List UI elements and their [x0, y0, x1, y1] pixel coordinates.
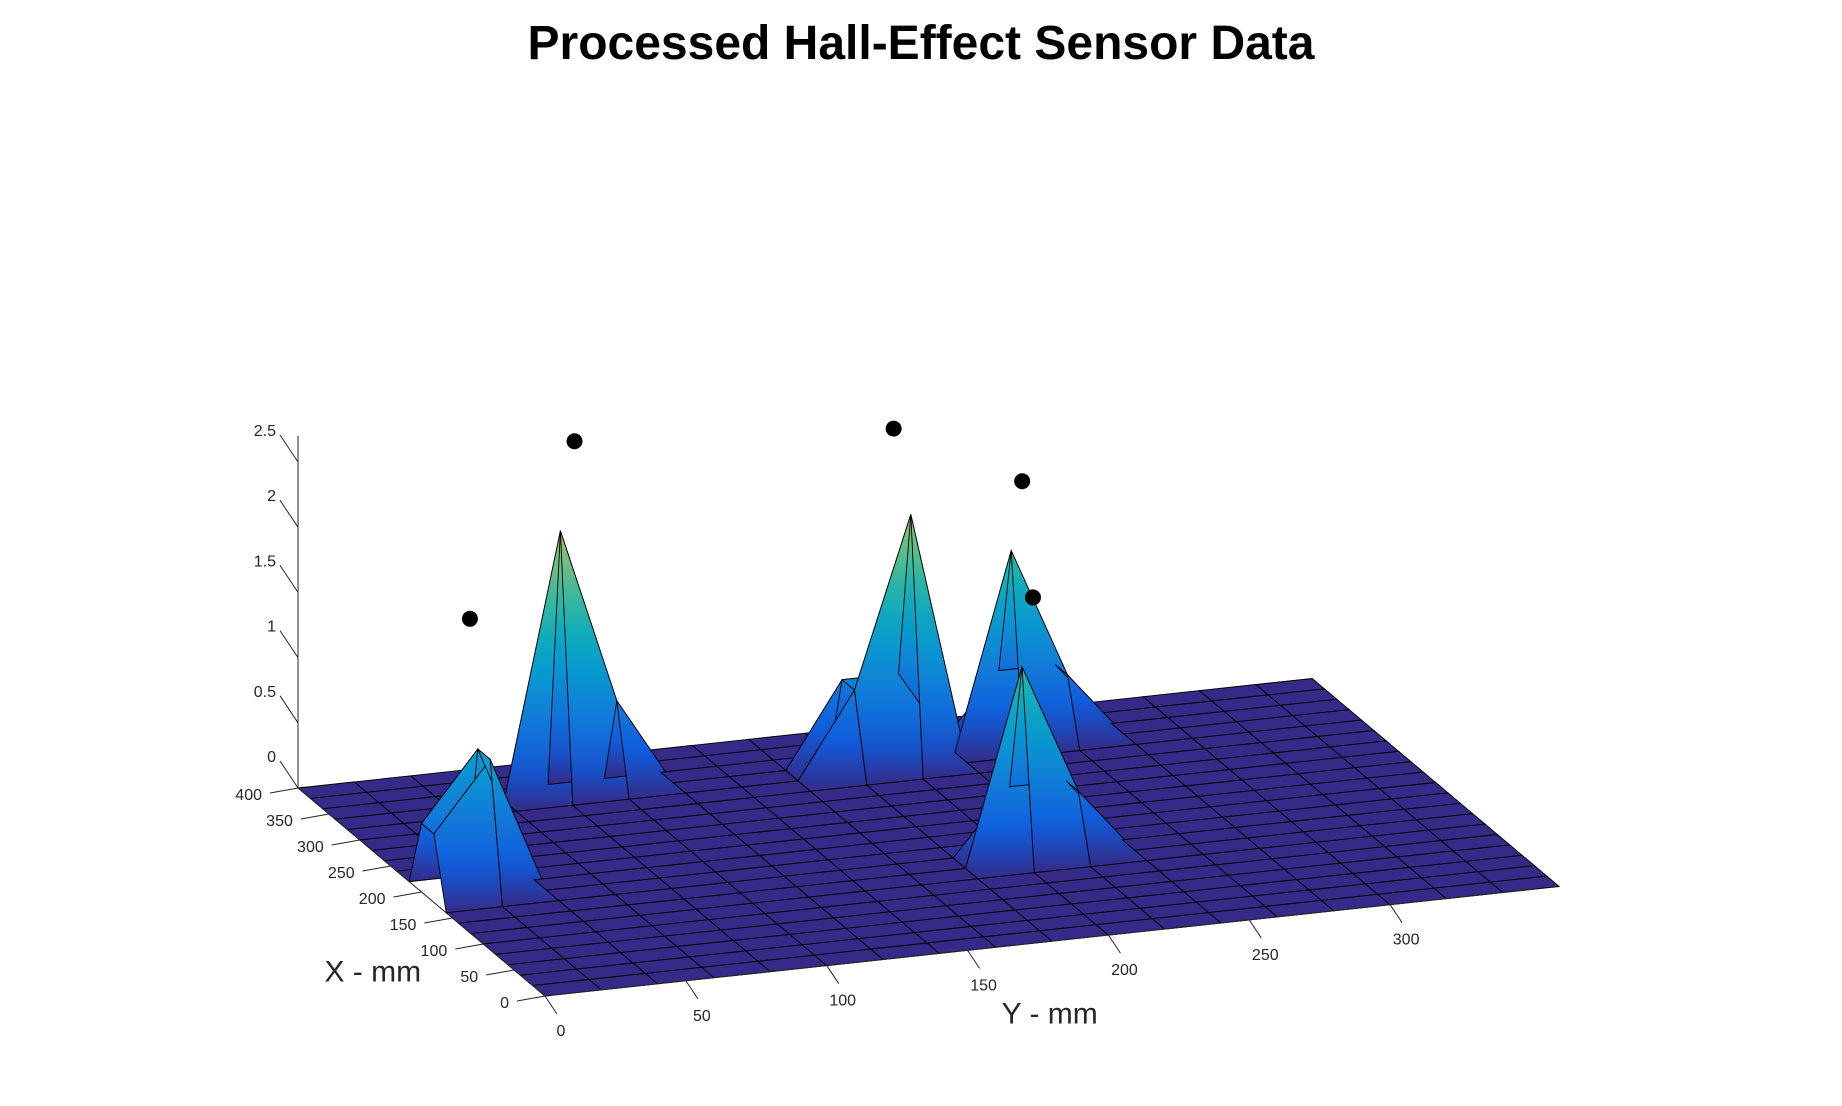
x-tick: [424, 917, 453, 924]
y-tick: [826, 965, 840, 984]
y-tick-label: 300: [1393, 932, 1420, 949]
x-axis-label: X - mm: [324, 955, 421, 988]
z-tick: [279, 695, 299, 724]
z-tick-label: 2: [267, 488, 276, 505]
y-tick-label: 0: [557, 1023, 566, 1040]
peak-marker: [566, 433, 583, 450]
peak-marker: [1014, 473, 1031, 490]
x-tick-label: 250: [328, 865, 355, 882]
axes-layer: 0501001502002503003504000501001502002503…: [235, 423, 1532, 1040]
y-tick-label: 100: [829, 993, 856, 1010]
x-tick-label: 300: [297, 839, 324, 856]
x-tick: [300, 813, 329, 820]
y-tick: [1389, 904, 1403, 923]
x-tick: [269, 787, 299, 794]
x-tick-label: 350: [266, 813, 293, 830]
x-tick: [331, 839, 360, 846]
surface-cell: [1489, 875, 1561, 893]
z-tick-label: 0.5: [254, 684, 276, 701]
y-tick: [685, 980, 699, 1000]
x-tick-label: 400: [235, 787, 262, 804]
y-tick: [544, 995, 558, 1015]
peak-marker: [1024, 589, 1041, 606]
x-tick-label: 200: [359, 891, 386, 908]
z-tick-label: 1.5: [254, 553, 276, 570]
peak-markers: [461, 420, 1041, 627]
z-tick: [279, 434, 299, 463]
x-tick-label: 100: [421, 943, 448, 960]
peak-marker: [461, 610, 478, 627]
y-tick: [1108, 934, 1121, 954]
z-tick-label: 1: [267, 619, 276, 636]
peak-marker: [885, 420, 902, 437]
y-tick: [1248, 919, 1262, 939]
x-tick: [516, 995, 546, 1002]
x-tick: [486, 969, 515, 976]
x-tick: [455, 943, 484, 950]
y-tick-label: 150: [970, 977, 997, 994]
x-tick-label: 150: [390, 917, 417, 934]
z-tick: [279, 499, 299, 528]
y-tick-label: 50: [693, 1008, 711, 1025]
z-tick: [279, 565, 299, 593]
x-tick: [393, 891, 422, 898]
z-tick-label: 0: [267, 749, 276, 766]
y-tick: [967, 950, 980, 969]
z-tick-label: 2.5: [254, 423, 276, 440]
chart-title: Processed Hall-Effect Sensor Data: [527, 17, 1315, 70]
x-tick: [362, 865, 391, 872]
y-tick-label: 250: [1252, 947, 1279, 964]
x-tick-label: 50: [460, 969, 478, 986]
z-tick: [279, 760, 299, 789]
x-tick-label: 0: [500, 995, 509, 1012]
y-tick-label: 200: [1111, 962, 1138, 979]
y-axis-label: Y - mm: [1002, 998, 1098, 1031]
y-axis-line: [544, 888, 1532, 997]
surface-layer: [296, 514, 1561, 997]
z-tick: [279, 630, 299, 658]
